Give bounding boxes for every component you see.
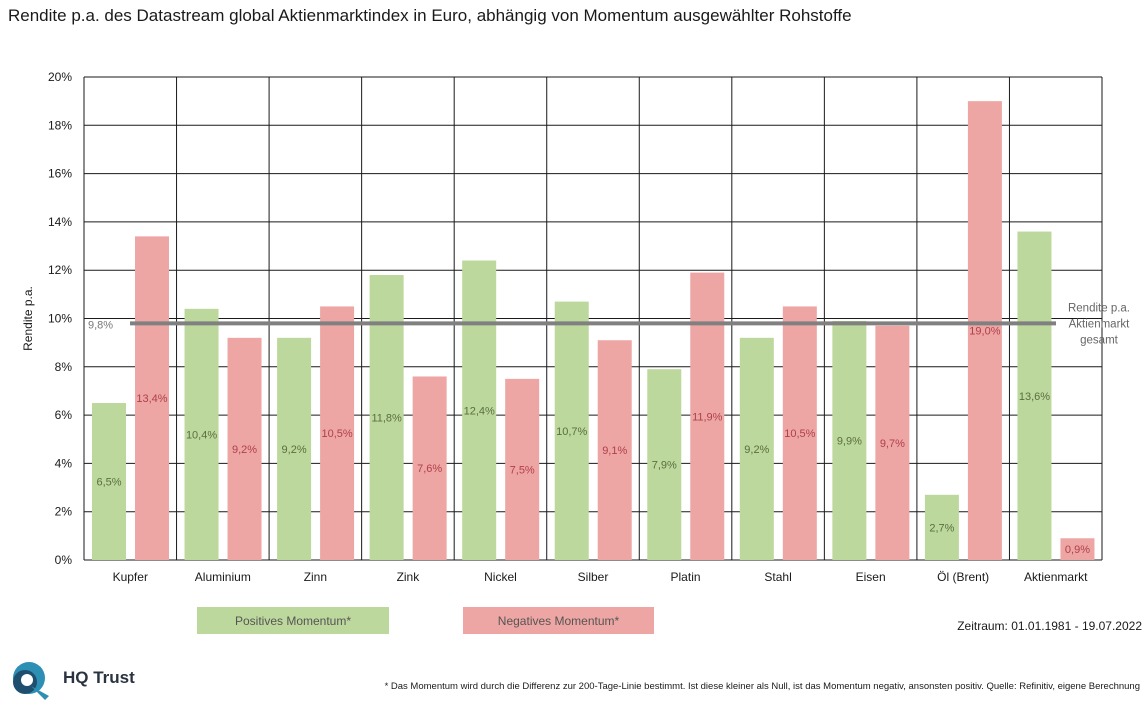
bar-negative	[782, 306, 817, 560]
x-tick-label: Aktienmarkt	[1024, 570, 1088, 584]
y-axis-label: Rendite p.a.	[21, 286, 35, 351]
data-label-negative: 9,7%	[880, 438, 905, 450]
chart-title: Rendite p.a. des Datastream global Aktie…	[8, 6, 852, 25]
bar-negative	[875, 325, 910, 560]
bar-positive	[832, 320, 867, 560]
bar-negative	[505, 378, 540, 560]
x-tick-label: Stahl	[764, 570, 791, 584]
y-tick-label: 10%	[48, 312, 72, 326]
bar-negative	[320, 306, 355, 560]
bar-negative	[690, 272, 725, 560]
logo-text: HQ Trust	[63, 668, 135, 687]
data-label-negative: 7,5%	[510, 464, 535, 476]
reference-line-name: Rendite p.a.	[1068, 302, 1130, 314]
data-label-positive: 2,7%	[929, 522, 954, 534]
x-tick-label: Nickel	[484, 570, 517, 584]
hq-trust-logo: HQ Trust	[9, 660, 135, 700]
data-label-negative: 0,9%	[1065, 544, 1090, 556]
period-note: Zeitraum: 01.01.1981 - 19.07.2022	[957, 619, 1142, 633]
bar-positive	[92, 403, 126, 560]
data-label-negative: 9,2%	[232, 444, 257, 456]
y-tick-label: 16%	[48, 167, 72, 181]
y-tick-label: 0%	[55, 553, 73, 567]
data-label-positive: 13,6%	[1019, 391, 1050, 403]
reference-line-value: 9,8%	[88, 319, 113, 331]
x-tick-label: Kupfer	[113, 570, 148, 584]
data-label-negative: 10,5%	[321, 428, 352, 440]
legend-positive-label: Positives Momentum*	[234, 613, 352, 628]
x-tick-label: Platin	[671, 570, 701, 584]
bar-negative	[227, 337, 262, 560]
data-label-positive: 12,4%	[464, 405, 495, 417]
bar-negative	[412, 376, 447, 560]
data-label-negative: 19,0%	[969, 326, 1000, 338]
data-label-negative: 7,6%	[417, 463, 442, 475]
bar-chart: 0% 2% 4% 6% 8% 10% 12% 14% 16% 18% 20% Rendite p.a.…	[21, 70, 1131, 584]
x-tick-label: Eisen	[856, 570, 886, 584]
data-label-positive: 9,9%	[837, 435, 862, 447]
logo-icon	[13, 662, 49, 700]
x-tick-label: Zinn	[304, 570, 327, 584]
y-tick-label: 8%	[55, 360, 73, 374]
data-label-positive: 10,7%	[556, 426, 587, 438]
bar-negative	[1060, 538, 1095, 560]
bar-positive	[554, 301, 589, 560]
data-label-positive: 10,4%	[186, 429, 217, 441]
x-tick-label: Aluminium	[195, 570, 251, 584]
data-label-positive: 11,8%	[371, 413, 402, 425]
data-label-positive: 9,2%	[744, 444, 769, 456]
data-label-negative: 13,4%	[136, 393, 167, 405]
data-label-negative: 10,5%	[784, 428, 815, 440]
data-label-negative: 11,9%	[692, 411, 723, 423]
y-tick-label: 2%	[55, 505, 73, 519]
reference-line-name: gesamt	[1080, 334, 1119, 346]
footnote: * Das Momentum wird durch die Differenz …	[384, 681, 1140, 692]
x-tick-label: Zink	[397, 570, 421, 584]
y-tick-label: 18%	[48, 118, 72, 132]
bar-positive	[462, 260, 497, 560]
y-tick-label: 12%	[48, 263, 72, 277]
data-label-positive: 9,2%	[282, 444, 307, 456]
reference-line-name: Aktienmarkt	[1069, 318, 1131, 330]
bar-positive	[739, 337, 774, 560]
bar-negative	[597, 340, 632, 560]
bar-positive	[924, 494, 959, 560]
y-tick-label: 4%	[55, 456, 73, 470]
data-label-negative: 9,1%	[602, 445, 627, 457]
x-tick-label: Öl (Brent)	[937, 570, 989, 584]
bar-positive	[277, 337, 312, 560]
y-tick-label: 20%	[48, 70, 72, 84]
x-tick-label: Silber	[578, 570, 609, 584]
bar-negative	[967, 101, 1002, 561]
data-label-positive: 7,9%	[652, 460, 677, 472]
bar-negative	[135, 236, 169, 560]
legend-negative-momentum: Negatives Momentum*	[463, 607, 654, 634]
bar-positive	[184, 308, 219, 560]
bar-positive	[1017, 231, 1052, 560]
data-label-positive: 6,5%	[96, 477, 121, 489]
y-tick-label: 14%	[48, 215, 72, 229]
y-tick-label: 6%	[55, 408, 73, 422]
legend-positive-momentum: Positives Momentum*	[197, 607, 389, 634]
legend-negative-label: Negatives Momentum*	[497, 613, 620, 628]
bar-positive	[647, 369, 682, 560]
